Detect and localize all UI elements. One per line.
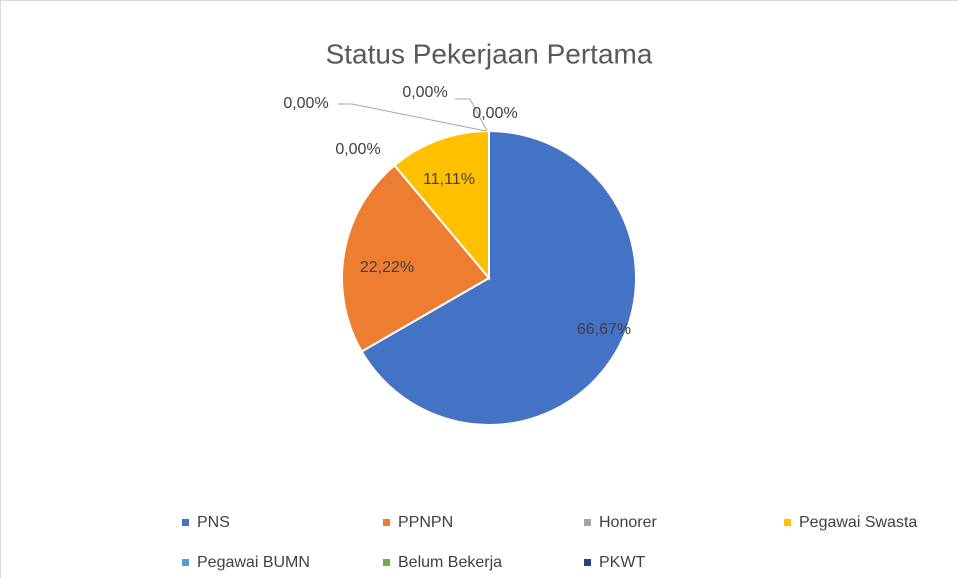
legend-label: Pegawai Swasta (799, 514, 917, 531)
chart-title: Status Pekerjaan Pertama (326, 38, 653, 69)
data-label: 0,00% (335, 141, 380, 158)
legend-marker (383, 519, 390, 526)
legend-marker (383, 559, 390, 566)
legend-marker (784, 519, 791, 526)
pie-slice (341, 163, 491, 353)
data-label: 22,22% (360, 259, 414, 276)
data-label: 0,00% (402, 84, 447, 101)
legend-marker (584, 559, 591, 566)
legend-marker (182, 559, 189, 566)
data-label: 0,00% (283, 95, 328, 112)
leader-line (455, 98, 488, 132)
legend-label: Belum Bekerja (398, 554, 502, 571)
legend-label: Pegawai BUMN (197, 554, 310, 571)
legend-label: PKWT (599, 554, 645, 571)
legend-marker (182, 519, 189, 526)
legend-label: PNS (197, 514, 230, 531)
legend-marker (584, 519, 591, 526)
legend-label: Honorer (599, 514, 657, 531)
data-label: 66,67% (577, 321, 631, 338)
data-label: 11,11% (423, 171, 475, 188)
legend-label: PPNPN (398, 514, 453, 531)
pie-slice (360, 129, 637, 426)
leader-line (338, 103, 487, 132)
data-label: 0,00% (472, 105, 517, 122)
